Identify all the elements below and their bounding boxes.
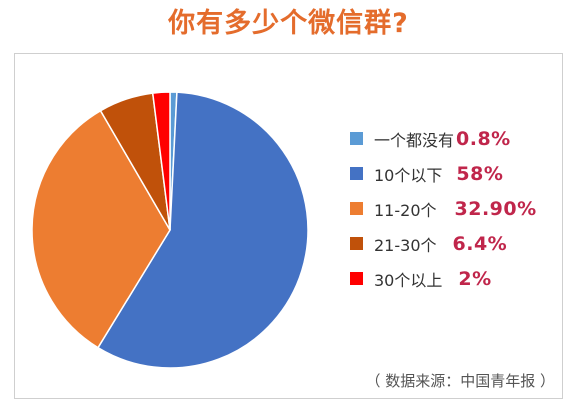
legend-item-under-10: 10个以下 58% xyxy=(350,156,570,191)
legend-percent: 2% xyxy=(458,267,492,290)
legend-percent: 58% xyxy=(456,162,504,185)
legend-swatch xyxy=(350,132,363,145)
legend-swatch xyxy=(350,272,363,285)
legend-item-11-20: 11-20个 32.90% xyxy=(350,191,570,226)
chart-legend: 一个都没有 0.8% 10个以下 58% 11-20个 32.90% 21-30… xyxy=(350,121,570,296)
legend-swatch xyxy=(350,202,363,215)
legend-item-21-30: 21-30个 6.4% xyxy=(350,226,570,261)
legend-swatch xyxy=(350,167,363,180)
chart-title: 你有多少个微信群? xyxy=(168,8,409,39)
legend-item-none: 一个都没有 0.8% xyxy=(350,121,570,156)
legend-swatch xyxy=(350,237,363,250)
legend-item-over-30: 30个以上 2% xyxy=(350,261,570,296)
legend-label: 一个都没有 xyxy=(374,130,455,150)
legend-label: 10个以下 xyxy=(374,165,443,185)
legend-percent: 6.4% xyxy=(452,232,508,255)
legend-percent: 32.90% xyxy=(454,197,537,220)
data-source-note: （ 数据来源：中国青年报 ） xyxy=(365,372,555,390)
legend-percent: 0.8% xyxy=(456,127,511,150)
legend-label: 11-20个 xyxy=(374,200,437,220)
legend-label: 21-30个 xyxy=(374,235,437,255)
legend-label: 30个以上 xyxy=(374,270,443,290)
